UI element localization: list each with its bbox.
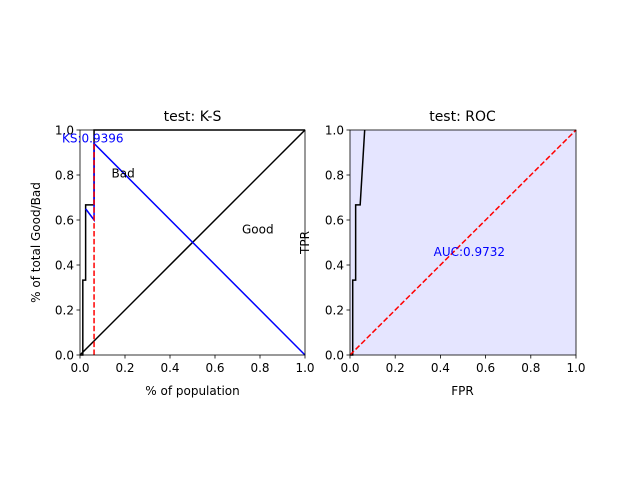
roc-plot-area: 0.0 0.2 0.4 0.6 0.8 1.0 0.0 0.2 0.4 0.6 0.8 1.0 AUC:… xyxy=(325,124,586,376)
roc-y-tick-label: 1.0 xyxy=(325,124,344,138)
ks-y-tick-label: 1.0 xyxy=(55,124,74,138)
roc-x-tick-label: 0.6 xyxy=(476,361,495,375)
ks-annotation: KS:0.9396 xyxy=(62,131,124,145)
ks-annotation: Bad xyxy=(112,166,135,180)
roc-y-tick-label: 0.8 xyxy=(325,169,344,183)
roc-title: test: ROC xyxy=(429,109,496,125)
roc-x-tick-label: 0.4 xyxy=(431,361,450,375)
roc-y-axis-label: TPR xyxy=(298,231,312,255)
ks-panel: test: K-S 0.0 0.2 0.4 0.6 0.8 1.0 0.0 0.2 0.4 0.6… xyxy=(29,109,315,398)
roc-annotation: AUC:0.9732 xyxy=(434,245,505,259)
roc-y-tick-label: 0.2 xyxy=(325,304,344,318)
roc-panel: test: ROC 0.0 0.2 0.4 0.6 0.8 1.0 0.0 0.2 0.4 0.6… xyxy=(298,109,586,398)
roc-y-tick-label: 0.4 xyxy=(325,259,344,273)
roc-x-tick-label: 0.2 xyxy=(386,361,405,375)
ks-plot-area: 0.0 0.2 0.4 0.6 0.8 1.00.00.20.40.60.81.0KS:0… xyxy=(55,124,315,376)
roc-x-tick-label: 0.0 xyxy=(340,361,359,375)
roc-x-axis-label: FPR xyxy=(451,384,473,398)
ks-x-tick-label: 0.6 xyxy=(205,361,224,375)
ks-y-axis-label: % of total Good/Bad xyxy=(29,182,43,303)
ks-x-tick-label: 1.0 xyxy=(295,361,314,375)
ks-axes-frame xyxy=(79,129,306,356)
ks-y-tick-label: 0.8 xyxy=(55,169,74,183)
roc-axes-frame xyxy=(349,129,577,356)
ks-y-tick-label: 0.2 xyxy=(55,304,74,318)
ks-y-tick-label: 0.6 xyxy=(55,214,74,228)
ks-annotation: Good xyxy=(242,223,274,237)
ks-y-tick-label: 0.0 xyxy=(55,349,74,363)
ks-title: test: K-S xyxy=(164,109,222,125)
ks-x-tick-label: 0.4 xyxy=(160,361,179,375)
ks-x-tick-label: 0.8 xyxy=(250,361,269,375)
ks-y-tick-label: 0.4 xyxy=(55,259,74,273)
ks-series-2-line xyxy=(85,141,306,356)
roc-y-tick-label: 0.6 xyxy=(325,214,344,228)
roc-x-tick-label: 0.8 xyxy=(521,361,540,375)
ks-x-tick-label: 0.2 xyxy=(115,361,134,375)
ks-x-axis-label: % of population xyxy=(145,384,239,398)
ks-x-tick-label: 0.0 xyxy=(70,361,89,375)
roc-y-tick-label: 0.0 xyxy=(325,349,344,363)
roc-x-tick-label: 1.0 xyxy=(566,361,585,375)
roc-series-1-line xyxy=(349,129,577,356)
